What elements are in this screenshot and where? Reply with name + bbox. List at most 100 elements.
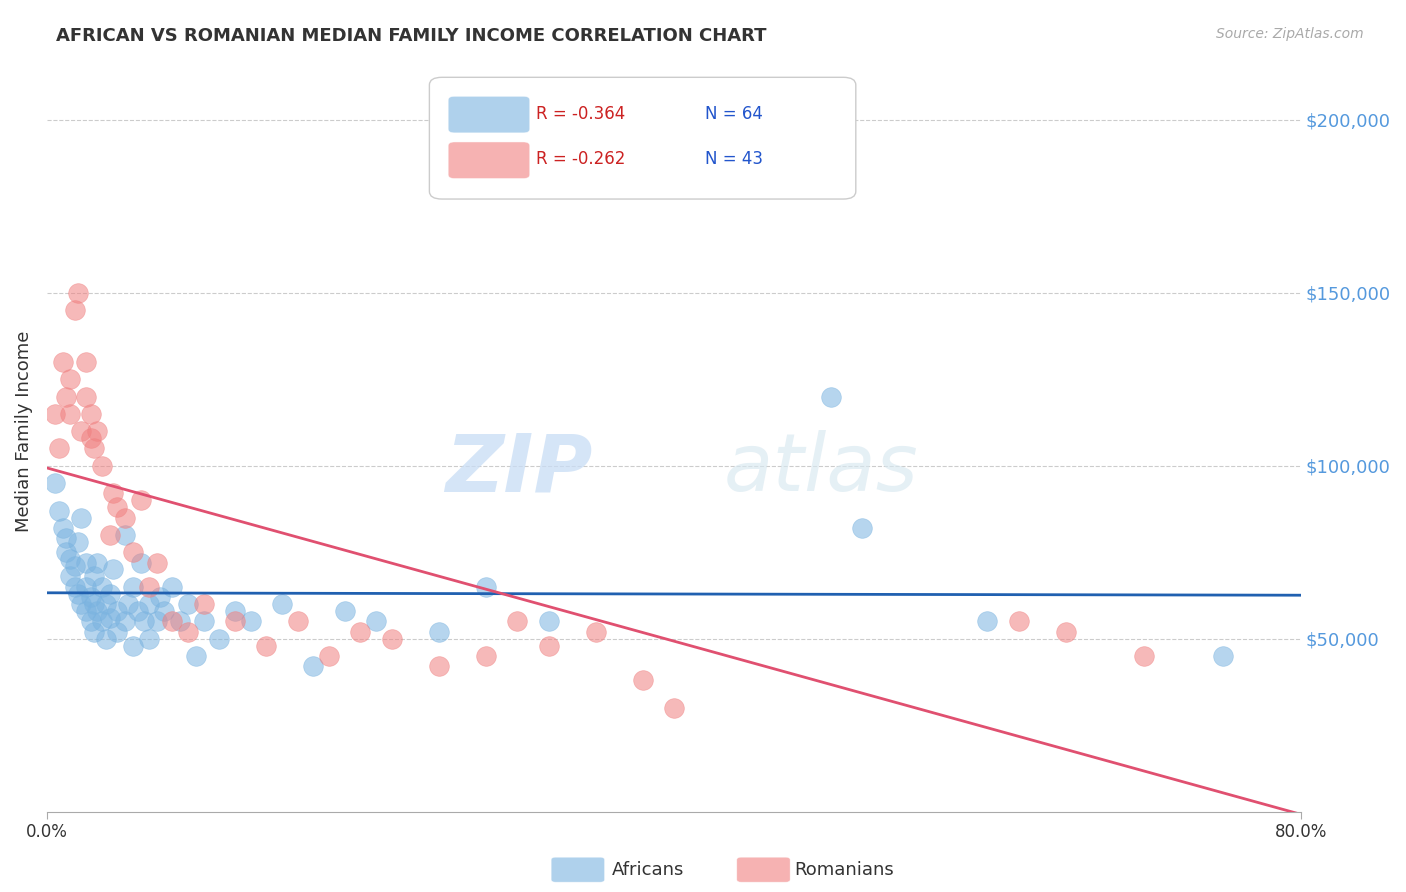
Point <box>98 587 121 601</box>
Point <box>475 648 498 663</box>
Point <box>239 615 262 629</box>
Point <box>177 597 200 611</box>
Text: ZIP: ZIP <box>446 430 592 508</box>
Point <box>537 615 560 629</box>
Point <box>149 590 172 604</box>
Point <box>86 424 108 438</box>
Point <box>224 615 246 629</box>
Point <box>254 639 277 653</box>
Point <box>193 615 215 629</box>
Point <box>59 372 82 386</box>
Point <box>51 521 73 535</box>
FancyBboxPatch shape <box>449 96 530 133</box>
Point <box>662 700 685 714</box>
Point <box>851 521 873 535</box>
Point <box>59 552 82 566</box>
Text: atlas: atlas <box>724 430 920 508</box>
Point <box>271 597 294 611</box>
Point <box>83 597 105 611</box>
Point <box>67 285 90 300</box>
Point <box>90 458 112 473</box>
Point <box>537 639 560 653</box>
Point <box>1054 624 1077 639</box>
Point <box>59 569 82 583</box>
Point <box>63 580 86 594</box>
Point <box>96 632 118 646</box>
Point <box>107 500 129 515</box>
Point <box>55 390 77 404</box>
Text: R = -0.262: R = -0.262 <box>536 151 626 169</box>
Point <box>333 604 356 618</box>
FancyBboxPatch shape <box>429 78 856 199</box>
Point <box>287 615 309 629</box>
Point <box>80 615 103 629</box>
Point <box>83 569 105 583</box>
Point <box>114 510 136 524</box>
Point <box>86 556 108 570</box>
Point <box>177 624 200 639</box>
Point <box>349 624 371 639</box>
Point <box>1212 648 1234 663</box>
Point <box>122 639 145 653</box>
Point <box>114 615 136 629</box>
Point <box>75 556 97 570</box>
Point <box>122 545 145 559</box>
Point <box>976 615 998 629</box>
Point <box>63 558 86 573</box>
Point <box>55 545 77 559</box>
Point <box>318 648 340 663</box>
Point <box>381 632 404 646</box>
Point <box>101 562 124 576</box>
Point <box>98 528 121 542</box>
Point <box>114 528 136 542</box>
Point <box>162 615 184 629</box>
Point <box>1008 615 1031 629</box>
Point <box>153 604 176 618</box>
Point <box>820 390 842 404</box>
Point <box>75 604 97 618</box>
Point <box>86 604 108 618</box>
Point <box>145 556 167 570</box>
Text: Romanians: Romanians <box>794 861 894 879</box>
Point <box>90 580 112 594</box>
Point <box>44 407 66 421</box>
Point <box>55 531 77 545</box>
Point <box>63 303 86 318</box>
Point <box>51 355 73 369</box>
Point <box>67 534 90 549</box>
Point <box>169 615 191 629</box>
Point <box>98 611 121 625</box>
Point <box>1133 648 1156 663</box>
Text: N = 64: N = 64 <box>706 105 763 123</box>
Point <box>122 580 145 594</box>
Point <box>80 590 103 604</box>
Point <box>506 615 529 629</box>
Point <box>67 587 90 601</box>
Point <box>132 615 155 629</box>
Y-axis label: Median Family Income: Median Family Income <box>15 330 32 532</box>
Point <box>364 615 387 629</box>
Point <box>585 624 607 639</box>
Point <box>162 580 184 594</box>
Text: N = 43: N = 43 <box>706 151 763 169</box>
Point <box>117 597 139 611</box>
Point <box>101 486 124 500</box>
Text: Source: ZipAtlas.com: Source: ZipAtlas.com <box>1216 27 1364 41</box>
Text: AFRICAN VS ROMANIAN MEDIAN FAMILY INCOME CORRELATION CHART: AFRICAN VS ROMANIAN MEDIAN FAMILY INCOME… <box>56 27 766 45</box>
Point <box>70 510 93 524</box>
Point <box>83 442 105 456</box>
Point <box>208 632 231 646</box>
Point <box>427 659 450 673</box>
Text: R = -0.364: R = -0.364 <box>536 105 626 123</box>
Point <box>129 493 152 508</box>
Point <box>75 390 97 404</box>
Point <box>145 615 167 629</box>
Point <box>75 355 97 369</box>
Point <box>80 407 103 421</box>
Point <box>302 659 325 673</box>
Point <box>90 615 112 629</box>
Point <box>107 624 129 639</box>
Point <box>44 475 66 490</box>
Point <box>631 673 654 687</box>
Point <box>475 580 498 594</box>
